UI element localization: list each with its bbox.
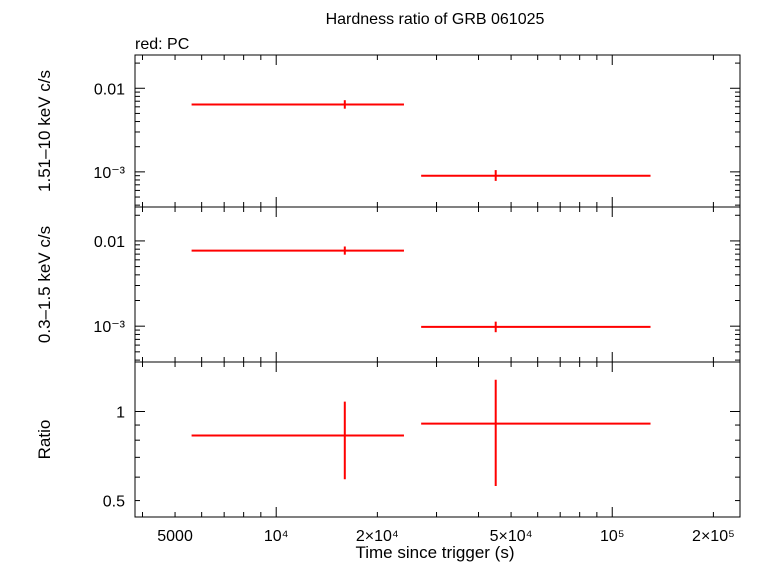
- chart-title: Hardness ratio of GRB 061025: [326, 11, 545, 28]
- panel-frame: [134, 206, 741, 363]
- x-tick-label: 2×10⁵: [692, 528, 735, 545]
- y-tick-label: 0.01: [94, 81, 125, 98]
- y-axis-label: 1.51–10 keV c/s: [35, 70, 54, 192]
- y-axis-label: 0.3–1.5 keV c/s: [35, 226, 54, 343]
- x-tick-label: 10⁴: [264, 528, 289, 545]
- y-tick-label: 0.5: [103, 494, 125, 511]
- y-tick-label: 10⁻³: [93, 319, 125, 336]
- x-tick-label: 2×10⁴: [356, 528, 399, 545]
- data-point: [191, 401, 404, 480]
- data-point: [421, 321, 651, 333]
- panel-frame: [134, 361, 741, 518]
- panel-bottom: 1 0.5 5000 10⁴ 2×10⁴ 5×10⁴ 10⁵ 2×10⁵ Ratio: [35, 361, 741, 545]
- data-point: [191, 246, 404, 255]
- data-point: [421, 379, 651, 487]
- panel-middle: 0.01 10⁻³ 0.3–1.5 keV c/s: [35, 206, 741, 363]
- data-point: [421, 170, 651, 181]
- y-tick-label: 1: [116, 405, 125, 422]
- x-tick-label: 10⁵: [600, 528, 624, 545]
- chart-subtitle: red: PC: [135, 36, 189, 53]
- x-tick-label: 5000: [157, 528, 193, 545]
- data-point: [191, 100, 404, 109]
- x-axis-label: Time since trigger (s): [355, 543, 514, 562]
- x-tick-label: 5×10⁴: [490, 528, 533, 545]
- y-axis-label: Ratio: [35, 420, 54, 460]
- panel-top: 0.01 10⁻³ 1.51–10 keV c/s: [35, 54, 741, 208]
- y-tick-label: 0.01: [94, 234, 125, 251]
- y-tick-label: 10⁻³: [93, 165, 125, 182]
- panels: 0.01 10⁻³ 1.51–10 keV c/s 0.01 10⁻³ 0.3–1.5 k…: [35, 54, 741, 545]
- panel-frame: [134, 54, 741, 208]
